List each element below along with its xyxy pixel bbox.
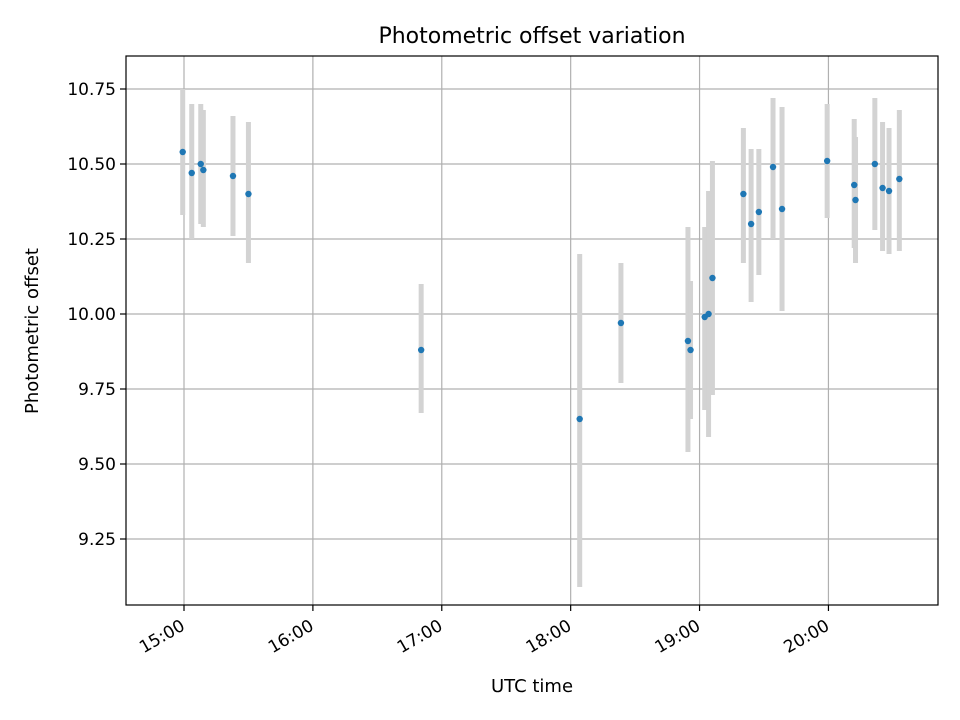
data-point [879,184,886,192]
data-point [852,196,859,204]
y-axis-ticks: 9.25 9.50 9.75 10.00 10.25 10.50 10.75 [67,80,126,550]
data-point [576,415,583,423]
y-tick-label: 9.50 [78,455,116,475]
data-point [871,160,879,168]
data-points [179,148,903,423]
y-tick-label: 9.25 [78,530,116,550]
data-point [778,205,786,213]
data-point [885,187,893,195]
data-point [896,175,903,183]
y-tick-label: 9.75 [78,380,116,400]
data-point [188,169,195,177]
data-point [755,208,763,216]
chart-title: Photometric offset variation [378,24,685,49]
y-axis-label: Photometric offset [22,248,43,414]
y-tick-label: 10.00 [67,305,116,325]
y-tick-label: 10.75 [67,80,116,100]
y-tick-label: 10.25 [67,230,116,250]
data-point [747,220,755,228]
data-point [245,190,252,198]
data-point [709,274,716,282]
data-point [684,337,692,345]
data-point [197,160,204,168]
data-point [851,181,858,189]
data-point [617,319,625,327]
y-tick-label: 10.50 [67,155,116,175]
data-point [200,166,207,174]
data-point [687,346,694,354]
data-point [823,157,831,165]
data-point [705,310,712,318]
data-point [769,163,777,171]
x-axis-label: UTC time [491,676,573,697]
data-point [179,148,186,156]
data-point [229,172,237,180]
data-point [417,346,425,354]
plot-frame [125,55,939,606]
data-point [740,190,747,198]
